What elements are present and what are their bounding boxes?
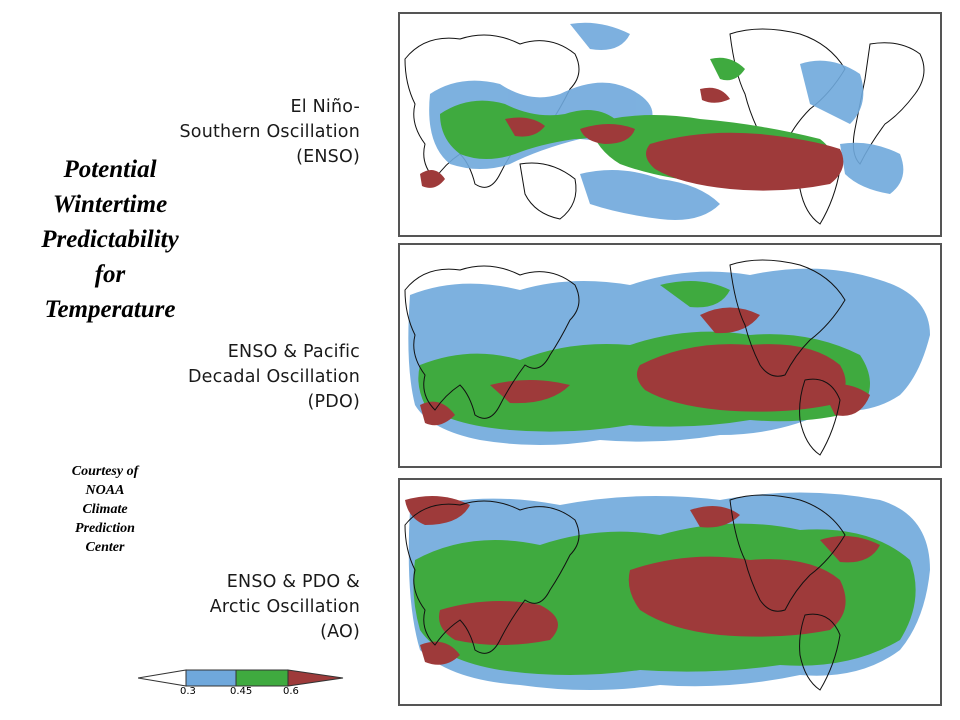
land-outlines — [404, 259, 846, 456]
title-line-3: Predictability — [41, 226, 179, 253]
title-line-4: for — [94, 261, 126, 288]
panel-2-line-3: (PDO) — [307, 392, 360, 412]
credit-line-4: Prediction — [75, 521, 135, 536]
panel-1-line-2: Southern Oscillation — [179, 122, 360, 142]
panel-2-line-1: ENSO & Pacific — [227, 342, 360, 362]
colorbar-band-3 — [287, 669, 344, 687]
colorbar-legend — [137, 668, 348, 693]
credit-line-3: Climate — [82, 502, 128, 517]
colorbar-low — [137, 669, 187, 687]
map-enso-graphic — [404, 22, 925, 225]
title-line-1: Potential — [63, 156, 157, 183]
slide-title: Potential Wintertime Predictability for … — [10, 152, 210, 327]
colorbar-tick-2: 0.45 — [230, 686, 253, 697]
panel-3-line-2: Arctic Oscillation — [209, 597, 360, 617]
map-enso-pdo — [398, 243, 942, 468]
panel-label-pdo: ENSO & Pacific Decadal Oscillation (PDO) — [188, 340, 360, 415]
map-enso-pdo-ao-graphic — [404, 492, 930, 691]
predictability-red — [405, 496, 880, 665]
credit-line-2: NOAA — [85, 483, 125, 498]
map-enso-pdo-graphic — [404, 259, 930, 456]
panel-1-line-1: El Niño- — [290, 97, 360, 117]
colorbar-band-1 — [185, 669, 237, 687]
map-enso-pdo-ao — [398, 478, 942, 706]
colorbar-tick-1: 0.3 — [180, 686, 196, 697]
map-enso — [398, 12, 942, 237]
panel-label-ao: ENSO & PDO & Arctic Oscillation (AO) — [210, 570, 360, 645]
panel-2-line-2: Decadal Oscillation — [188, 367, 360, 387]
credit-line-5: Center — [85, 540, 125, 555]
title-line-2: Wintertime — [52, 191, 168, 218]
panel-3-line-1: ENSO & PDO & — [226, 572, 360, 592]
colorbar-graphic — [137, 669, 344, 687]
predictability-red — [420, 87, 844, 191]
colorbar-tick-3: 0.6 — [283, 686, 299, 697]
panel-3-line-3: (AO) — [320, 622, 360, 642]
source-credit: Courtesy of NOAA Climate Prediction Cent… — [40, 462, 170, 557]
panel-1-line-3: (ENSO) — [296, 147, 360, 167]
credit-line-1: Courtesy of — [71, 464, 139, 479]
colorbar-band-2 — [235, 669, 289, 687]
land-outlines — [404, 494, 846, 691]
title-line-5: Temperature — [44, 296, 176, 323]
panel-label-enso: El Niño- Southern Oscillation (ENSO) — [179, 95, 360, 170]
